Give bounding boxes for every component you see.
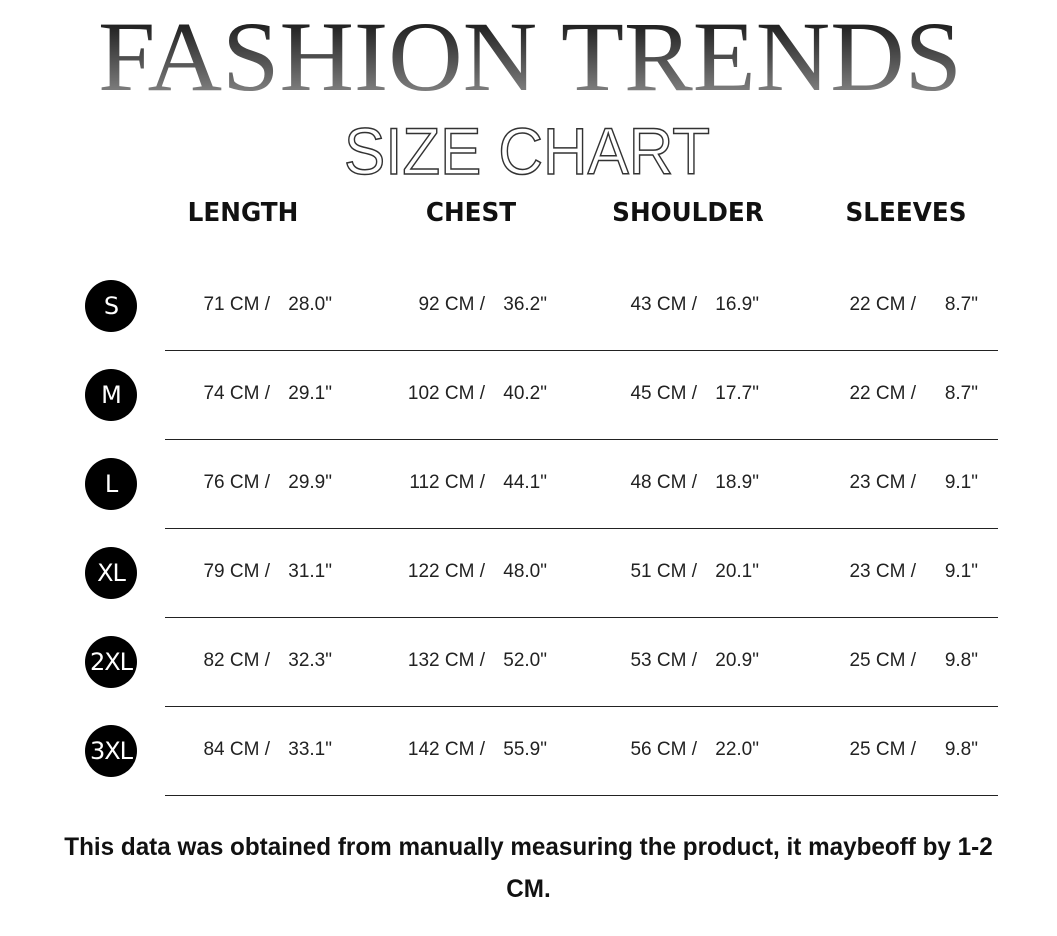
chest-cm: 92 CM / <box>418 294 485 315</box>
chest-cm: 142 CM / <box>407 739 485 760</box>
length-cm: 76 CM / <box>203 472 270 493</box>
row-divider <box>165 350 998 351</box>
chest-inch: 40.2" <box>503 383 547 404</box>
sleeves-inch: 9.8" <box>944 739 978 760</box>
sleeves-inch: 9.1" <box>944 561 978 582</box>
length-inch: 31.1" <box>288 561 332 582</box>
chest-cm: 112 CM / <box>409 472 485 493</box>
chest-cell: 132 CM / 52.0" <box>407 650 547 672</box>
shoulder-cm: 48 CM / <box>630 472 697 493</box>
row-divider <box>165 528 998 529</box>
table-row: S 71 CM / 28.0" 92 CM / 36.2" 43 CM / 16.9" 22 … <box>0 280 1057 395</box>
shoulder-cell: 45 CM / 17.7" <box>627 383 759 405</box>
title-graphic: FASHION TRENDS SIZE CHART <box>98 1 962 189</box>
sleeves-cell: 25 CM / 9.8" <box>846 650 978 672</box>
row-divider <box>165 439 998 440</box>
shoulder-cell: 48 CM / 18.9" <box>627 472 759 494</box>
length-cell: 74 CM / 29.1" <box>200 383 332 405</box>
sleeves-cell: 23 CM / 9.1" <box>846 472 978 494</box>
sleeves-cell: 22 CM / 8.7" <box>846 294 978 316</box>
chest-inch: 48.0" <box>503 561 547 582</box>
sleeves-cm: 23 CM / <box>849 472 916 493</box>
sleeves-cm: 22 CM / <box>849 294 916 315</box>
length-cell: 79 CM / 31.1" <box>200 561 332 583</box>
length-inch: 33.1" <box>288 739 332 760</box>
sleeves-cm: 25 CM / <box>849 739 916 760</box>
sleeves-cell: 22 CM / 8.7" <box>846 383 978 405</box>
size-badge: S <box>85 280 137 332</box>
length-inch: 29.9" <box>288 472 332 493</box>
chest-cell: 122 CM / 48.0" <box>407 561 547 583</box>
chest-inch: 55.9" <box>503 739 547 760</box>
sleeves-inch: 9.8" <box>944 650 978 671</box>
shoulder-inch: 17.7" <box>715 383 759 404</box>
sleeves-cm: 25 CM / <box>849 650 916 671</box>
shoulder-inch: 20.9" <box>715 650 759 671</box>
row-divider <box>165 706 998 707</box>
length-cell: 76 CM / 29.9" <box>200 472 332 494</box>
chest-cm: 132 CM / <box>407 650 485 671</box>
chest-cell: 102 CM / 40.2" <box>407 383 547 405</box>
chest-cm: 102 CM / <box>407 383 485 404</box>
header-chest: CHEST <box>425 198 517 228</box>
sleeves-inch: 8.7" <box>944 383 978 404</box>
length-cell: 71 CM / 28.0" <box>200 294 332 316</box>
table-row: M 74 CM / 29.1" 102 CM / 40.2" 45 CM / 17.7" 22… <box>0 369 1057 484</box>
shoulder-cm: 43 CM / <box>630 294 697 315</box>
shoulder-cm: 45 CM / <box>630 383 697 404</box>
header-sleeves: SLEEVES <box>845 198 967 228</box>
header-shoulder: SHOULDER <box>612 198 764 228</box>
chest-inch: 36.2" <box>503 294 547 315</box>
chest-cell: 142 CM / 55.9" <box>407 739 547 761</box>
length-cm: 84 CM / <box>203 739 270 760</box>
shoulder-inch: 22.0" <box>715 739 759 760</box>
size-badge: 3XL <box>85 725 137 777</box>
size-badge: 2XL <box>85 636 137 688</box>
length-cell: 82 CM / 32.3" <box>200 650 332 672</box>
chest-cm: 122 CM / <box>407 561 485 582</box>
length-cm: 79 CM / <box>203 561 270 582</box>
size-badge: M <box>85 369 137 421</box>
length-inch: 28.0" <box>288 294 332 315</box>
chest-inch: 52.0" <box>503 650 547 671</box>
length-cell: 84 CM / 33.1" <box>200 739 332 761</box>
table-row: XL 79 CM / 31.1" 122 CM / 48.0" 51 CM / 20.1" 2… <box>0 547 1057 662</box>
shoulder-cm: 53 CM / <box>630 650 697 671</box>
sleeves-cell: 23 CM / 9.1" <box>846 561 978 583</box>
chest-cell: 112 CM / 44.1" <box>407 472 547 494</box>
sleeves-cm: 23 CM / <box>849 561 916 582</box>
length-cm: 71 CM / <box>203 294 270 315</box>
sleeves-cell: 25 CM / 9.8" <box>846 739 978 761</box>
sub-title: SIZE CHART <box>344 114 710 188</box>
shoulder-cm: 51 CM / <box>630 561 697 582</box>
size-badge: XL <box>85 547 137 599</box>
shoulder-inch: 18.9" <box>715 472 759 493</box>
table-row: 2XL 82 CM / 32.3" 132 CM / 52.0" 53 CM / 20.9"… <box>0 636 1057 751</box>
shoulder-inch: 16.9" <box>715 294 759 315</box>
shoulder-cell: 53 CM / 20.9" <box>627 650 759 672</box>
header-length: LENGTH <box>187 198 299 228</box>
sleeves-inch: 9.1" <box>944 472 978 493</box>
chest-cell: 92 CM / 36.2" <box>407 294 547 316</box>
chest-inch: 44.1" <box>503 472 547 493</box>
row-divider <box>165 617 998 618</box>
table-row: 3XL 84 CM / 33.1" 142 CM / 55.9" 56 CM / 22.0"… <box>0 725 1057 840</box>
size-badge: L <box>85 458 137 510</box>
row-divider <box>165 795 998 796</box>
length-cm: 74 CM / <box>203 383 270 404</box>
sleeves-inch: 8.7" <box>944 294 978 315</box>
length-cm: 82 CM / <box>203 650 270 671</box>
table-row: L 76 CM / 29.9" 112 CM / 44.1" 48 CM / 18.9" 23… <box>0 458 1057 573</box>
shoulder-cell: 56 CM / 22.0" <box>627 739 759 761</box>
shoulder-inch: 20.1" <box>715 561 759 582</box>
main-title: FASHION TRENDS <box>98 1 962 112</box>
shoulder-cm: 56 CM / <box>630 739 697 760</box>
measurement-note: This data was obtained from manually mea… <box>64 833 993 903</box>
length-inch: 32.3" <box>288 650 332 671</box>
sleeves-cm: 22 CM / <box>849 383 916 404</box>
shoulder-cell: 51 CM / 20.1" <box>627 561 759 583</box>
length-inch: 29.1" <box>288 383 332 404</box>
shoulder-cell: 43 CM / 16.9" <box>627 294 759 316</box>
